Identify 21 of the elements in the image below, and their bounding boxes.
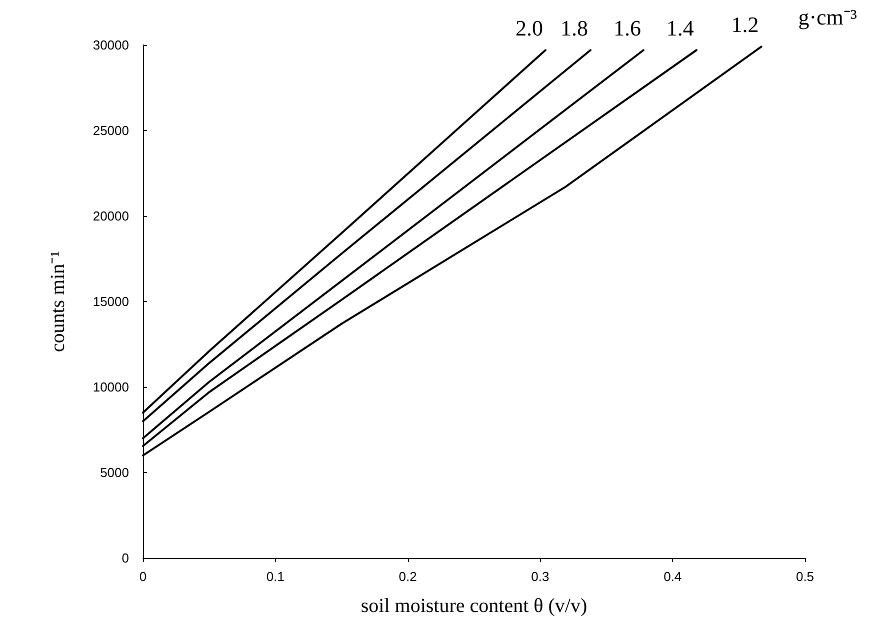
y-tick-label: 10000	[92, 380, 129, 394]
y-tick-label: 20000	[92, 208, 129, 224]
x-tick-label: 0.3	[531, 569, 550, 584]
y-tick-label: 0	[122, 550, 129, 566]
x-tick-label: 0	[139, 569, 147, 584]
series-label: 1.8	[560, 16, 588, 41]
text: g·cm⁻³	[798, 4, 858, 30]
series-label: 1.2	[731, 12, 759, 38]
y-tick-label: 25000	[92, 123, 129, 138]
y-tick-label: 15000	[92, 294, 129, 309]
x-tick-label: 0.4	[664, 569, 682, 584]
series-label: 1.6	[613, 16, 641, 41]
y-tick-label: 30000	[92, 38, 129, 52]
x-tick-label: 0.2	[398, 569, 417, 584]
x-axis-title: soil moisture content θ (v/v)	[360, 595, 588, 617]
x-tick-label: 0.5	[796, 569, 814, 584]
x-tick-label: 0.1	[266, 569, 284, 584]
y-axis-title: counts min⁻¹	[47, 250, 69, 352]
series-label: 1.4	[666, 16, 694, 41]
series-label: 2.0	[515, 16, 543, 41]
y-tick-label: 5000	[100, 465, 129, 480]
